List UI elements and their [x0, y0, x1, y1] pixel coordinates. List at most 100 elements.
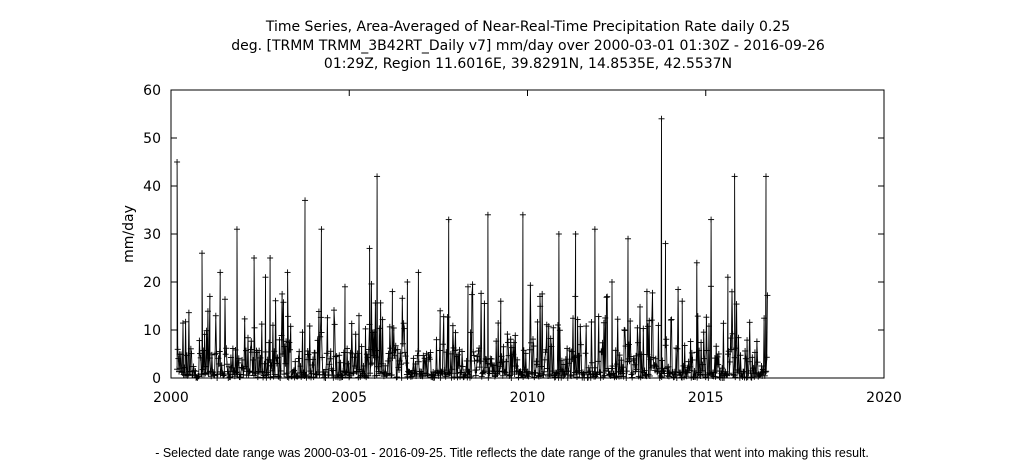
data-point: [744, 337, 751, 344]
data-point: [618, 357, 625, 364]
data-point: [754, 359, 761, 366]
data-point: [687, 338, 694, 345]
data-point: [638, 351, 645, 358]
data-point: [363, 351, 370, 358]
data-point: [532, 369, 539, 376]
data-point: [523, 369, 530, 376]
data-point: [723, 371, 730, 378]
data-point: [317, 314, 324, 321]
data-point: [734, 366, 741, 373]
data-point: [530, 343, 537, 350]
data-point: [275, 373, 282, 380]
data-point: [571, 354, 578, 361]
data-point: [333, 353, 340, 360]
data-point: [358, 343, 365, 350]
data-point: [279, 351, 286, 358]
data-point: [591, 364, 598, 371]
data-point: [572, 231, 579, 237]
chart: Time Series, Area-Averaged of Near-Real-…: [121, 19, 902, 406]
data-point: [689, 356, 696, 363]
data-point: [478, 373, 485, 380]
data-point: [566, 360, 573, 367]
data-point: [308, 370, 315, 377]
data-point: [410, 355, 417, 362]
data-point: [650, 354, 657, 361]
data-point: [437, 307, 444, 314]
data-point: [658, 374, 665, 381]
data-point: [199, 366, 206, 373]
data-point: [428, 371, 435, 378]
data-point: [673, 345, 680, 352]
data-point: [217, 269, 224, 276]
data-point: [459, 363, 466, 370]
data-point: [374, 173, 381, 180]
data-point: [374, 347, 381, 354]
data-point: [631, 361, 638, 368]
data-point: [675, 286, 682, 293]
data-point: [241, 315, 248, 322]
data-point: [378, 370, 385, 377]
data-point: [588, 318, 595, 325]
data-point: [355, 312, 362, 319]
data-point: [470, 352, 477, 359]
data-point: [752, 370, 759, 377]
data-point: [453, 370, 460, 377]
data-point: [197, 350, 204, 357]
data-point: [585, 364, 592, 371]
data-point: [228, 364, 235, 371]
data-point: [495, 368, 502, 375]
precipitation-series: [174, 115, 771, 381]
data-point: [533, 358, 540, 365]
chart-title: Time Series, Area-Averaged of Near-Real-…: [231, 19, 825, 72]
data-point: [561, 371, 568, 378]
data-point: [652, 355, 659, 362]
data-point: [505, 352, 512, 359]
data-point: [401, 325, 408, 332]
data-point: [728, 346, 735, 353]
data-point: [570, 315, 577, 322]
data-point: [351, 354, 358, 361]
data-point: [549, 368, 556, 375]
data-point: [242, 363, 249, 370]
data-point: [698, 339, 705, 346]
data-point: [221, 296, 228, 303]
data-point: [693, 259, 700, 266]
data-point: [323, 350, 330, 357]
data-point: [572, 369, 579, 376]
y-tick-label: 40: [143, 179, 161, 195]
data-point: [674, 345, 681, 352]
data-point: [510, 351, 517, 358]
data-point: [541, 356, 548, 363]
data-point: [481, 300, 488, 307]
data-point: [367, 361, 374, 368]
data-point: [468, 291, 475, 298]
data-point: [315, 369, 322, 376]
data-point: [442, 373, 449, 380]
data-point: [318, 329, 325, 336]
data-point: [713, 343, 720, 350]
data-point: [484, 211, 491, 218]
data-point: [261, 360, 268, 367]
data-point: [570, 371, 577, 378]
data-point: [392, 347, 399, 354]
data-point: [218, 362, 225, 369]
data-point: [243, 347, 250, 354]
data-point: [554, 321, 561, 328]
data-point: [642, 371, 649, 378]
data-point: [283, 370, 290, 377]
data-point: [386, 323, 393, 330]
data-point: [594, 358, 601, 365]
data-point: [686, 367, 693, 374]
data-point: [449, 366, 456, 373]
data-point: [175, 355, 182, 362]
data-point: [458, 369, 465, 376]
data-point: [493, 338, 500, 345]
data-point: [395, 364, 402, 371]
data-point: [284, 373, 291, 380]
data-point: [421, 355, 428, 362]
data-point: [574, 316, 581, 323]
data-point: [281, 343, 288, 350]
data-point: [586, 368, 593, 375]
data-point: [698, 367, 705, 374]
x-tick-label: 2020: [866, 390, 902, 406]
